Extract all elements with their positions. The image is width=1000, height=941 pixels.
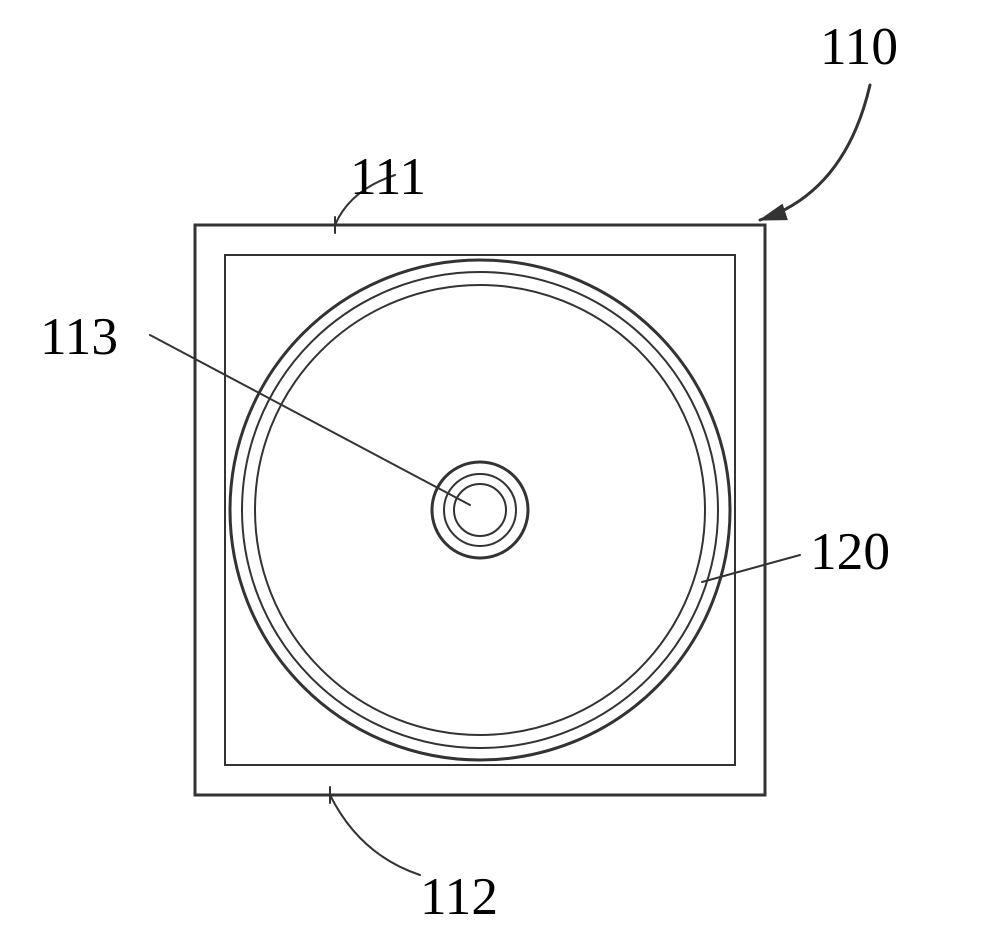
label-113: 113 <box>40 310 118 363</box>
label-111: 111 <box>350 150 426 203</box>
diagram-canvas: 110 111 113 120 112 <box>0 0 1000 941</box>
label-112: 112 <box>420 870 498 923</box>
diagram-svg <box>0 0 1000 941</box>
label-120: 120 <box>810 525 890 578</box>
label-110: 110 <box>820 20 898 73</box>
